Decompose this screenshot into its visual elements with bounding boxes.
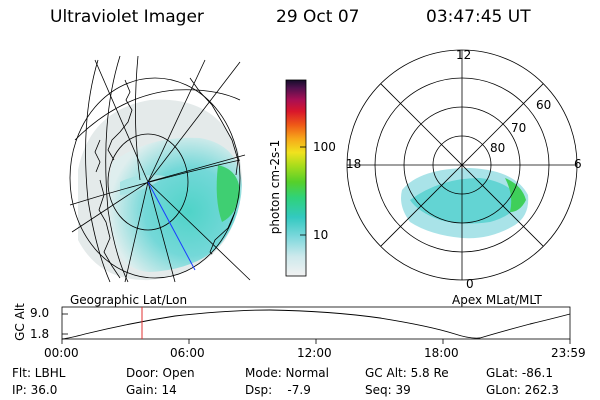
geographic-map xyxy=(69,55,251,283)
colorbar xyxy=(285,79,307,277)
info-glon: GLon: 262.3 xyxy=(486,383,559,397)
x-tick-0600: 06:00 xyxy=(170,346,205,360)
colorbar-tick-10: 10 xyxy=(313,228,329,242)
x-tick-2359: 23:59 xyxy=(551,346,586,360)
info-flt: Flt: LBHL xyxy=(12,366,66,380)
mlt-label-0: 0 xyxy=(466,277,474,291)
altitude-plot xyxy=(61,306,571,344)
colorbar-label: photon cm-2s-1 xyxy=(268,139,282,235)
info-mode: Mode: Normal xyxy=(245,366,329,380)
apex-label: Apex MLat/MLT xyxy=(452,293,542,307)
lat-label-60: 60 xyxy=(536,98,552,112)
mlt-label-12: 12 xyxy=(456,48,472,62)
x-tick-0000: 00:00 xyxy=(44,346,79,360)
gc-alt-axis-label: GC Alt xyxy=(13,303,27,341)
info-dsp: Dsp: -7.9 xyxy=(245,383,311,397)
y-tick-1-8: 1.8 xyxy=(30,327,50,341)
mlt-label-18: 18 xyxy=(346,157,362,171)
date-label: 29 Oct 07 xyxy=(276,7,360,27)
colorbar-tick-100: 100 xyxy=(313,140,336,154)
info-seq: Seq: 39 xyxy=(365,383,411,397)
x-tick-1200: 12:00 xyxy=(297,346,332,360)
info-gcalt: GC Alt: 5.8 Re xyxy=(365,366,449,380)
mlt-label-6: 6 xyxy=(574,157,582,171)
time-label: 03:47:45 UT xyxy=(426,7,531,27)
y-tick-9: 9.0 xyxy=(30,306,50,320)
instrument-title: Ultraviolet Imager xyxy=(50,7,204,27)
polar-map xyxy=(346,49,578,281)
x-tick-1800: 18:00 xyxy=(424,346,459,360)
info-ip: IP: 36.0 xyxy=(12,383,58,397)
lat-label-70: 70 xyxy=(511,121,527,135)
geographic-label: Geographic Lat/Lon xyxy=(70,293,188,307)
lat-label-80: 80 xyxy=(490,141,506,155)
info-gain: Gain: 14 xyxy=(126,383,177,397)
info-glat: GLat: -86.1 xyxy=(486,366,553,380)
info-door: Door: Open xyxy=(126,366,195,380)
